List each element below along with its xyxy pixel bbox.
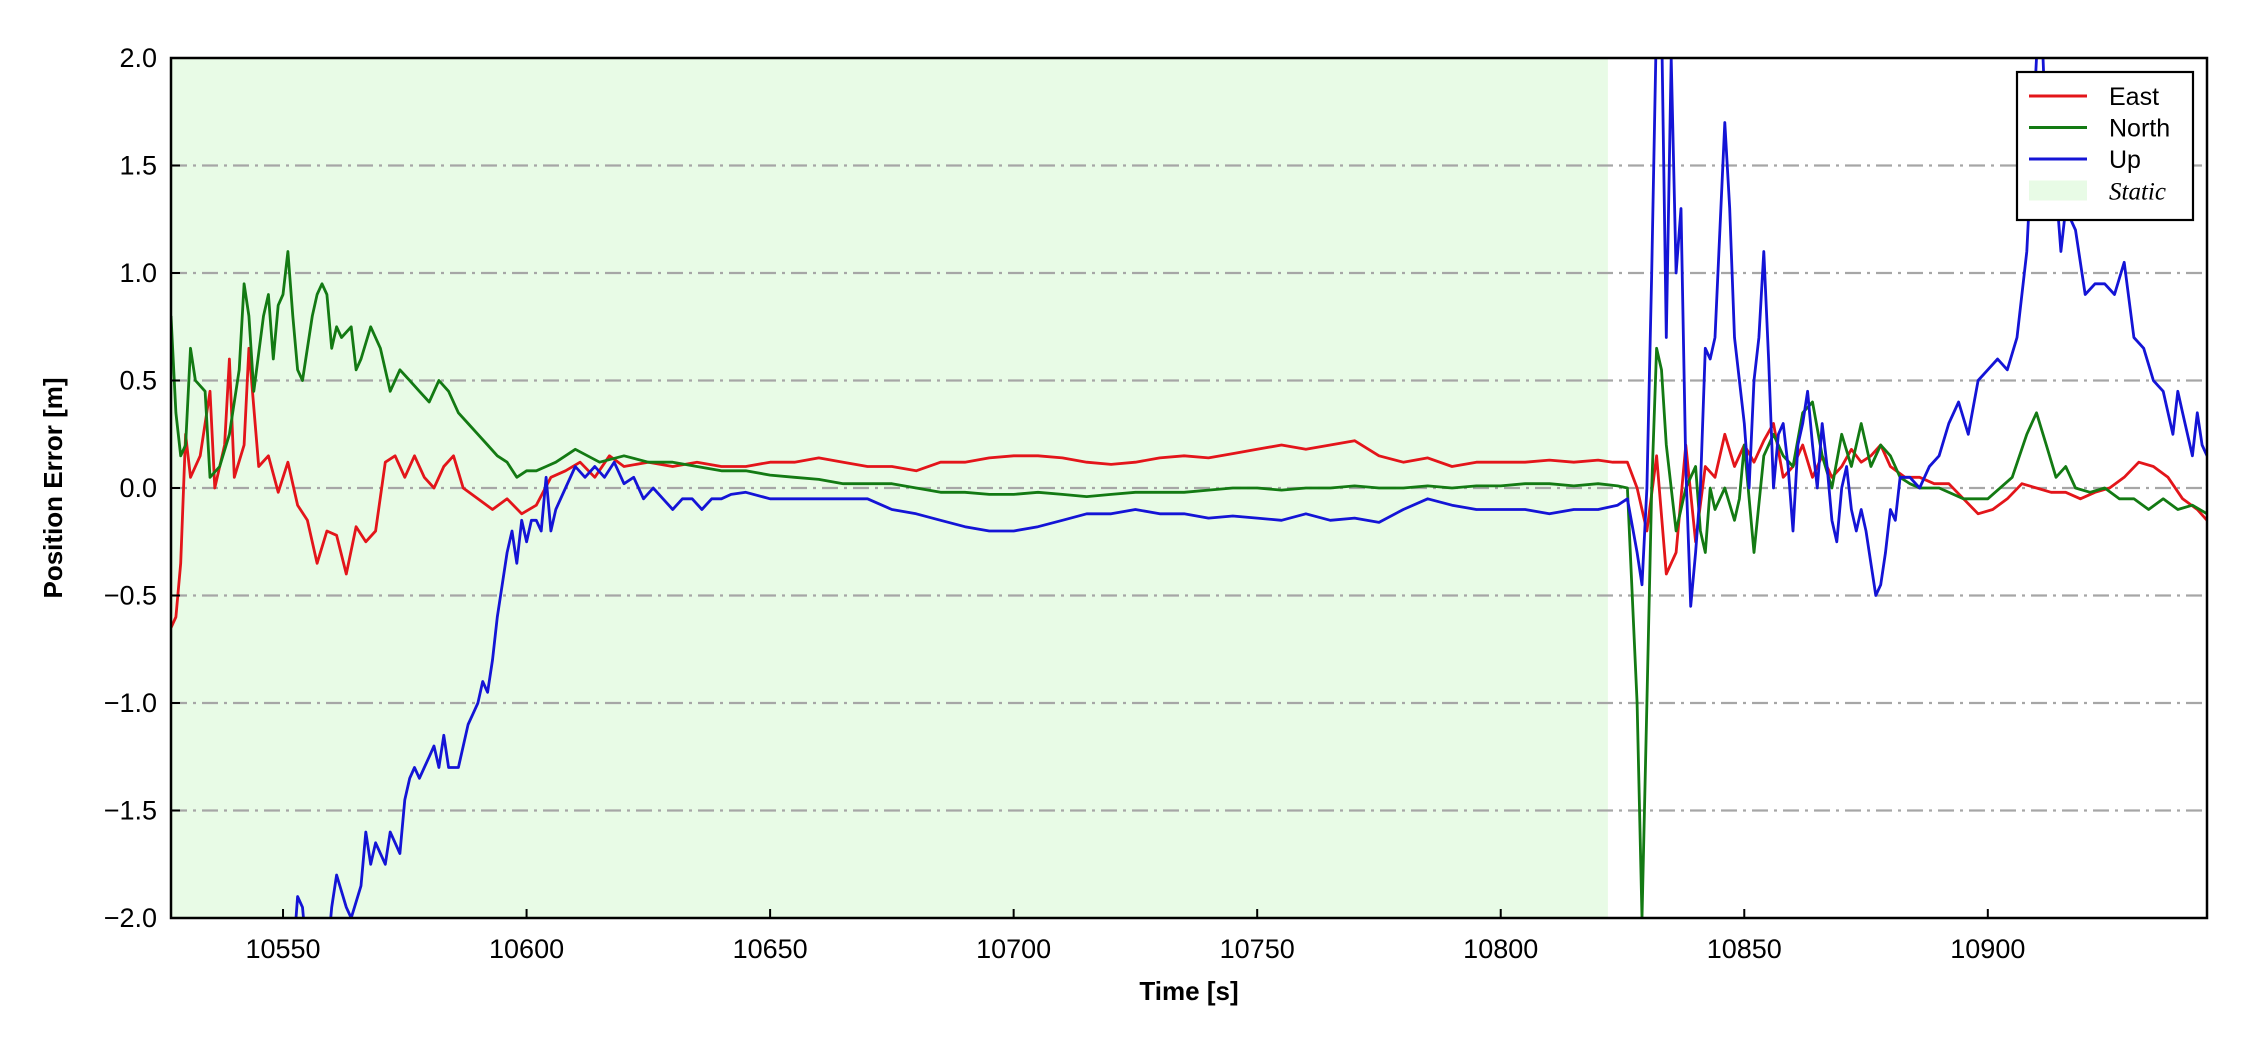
x-tick-label: 10600 xyxy=(489,934,564,964)
legend-swatch-static xyxy=(2029,180,2087,201)
legend-label-north: North xyxy=(2109,115,2170,143)
y-tick-label: 0.0 xyxy=(119,473,157,503)
y-tick-label: 2.0 xyxy=(119,43,157,73)
x-tick-label: 10650 xyxy=(733,934,808,964)
y-tick-label: −0.5 xyxy=(104,581,157,611)
legend-label-static: Static xyxy=(2109,179,2166,206)
x-tick-label: 10850 xyxy=(1707,934,1782,964)
y-tick-label: 0.5 xyxy=(119,366,157,396)
y-tick-label: −1.0 xyxy=(104,688,157,718)
x-axis-label: Time [s] xyxy=(1139,976,1238,1006)
x-tick-label: 10900 xyxy=(1950,934,2025,964)
series-line-north xyxy=(171,250,2207,918)
legend-label-up: Up xyxy=(2109,146,2141,174)
y-tick-label: −2.0 xyxy=(104,903,157,933)
series-line-east xyxy=(171,346,2207,629)
y-tick-label: 1.5 xyxy=(119,151,157,181)
tick-layer: 10550 10600 10650 10700 10750 10800 10850 10900… xyxy=(104,43,2026,964)
legend: East North Up Static xyxy=(2015,70,2195,222)
y-axis-label: Position Error [m] xyxy=(38,377,68,598)
x-tick-label: 10800 xyxy=(1463,934,1538,964)
series-line-up xyxy=(294,58,2207,918)
series-layer xyxy=(171,58,2207,918)
x-tick-label: 10550 xyxy=(245,934,320,964)
grid-layer xyxy=(171,164,2207,812)
y-tick-label: −1.5 xyxy=(104,796,157,826)
x-tick-label: 10700 xyxy=(976,934,1051,964)
legend-label-east: East xyxy=(2109,83,2159,111)
x-tick-label: 10750 xyxy=(1220,934,1295,964)
y-tick-label: 1.0 xyxy=(119,258,157,288)
